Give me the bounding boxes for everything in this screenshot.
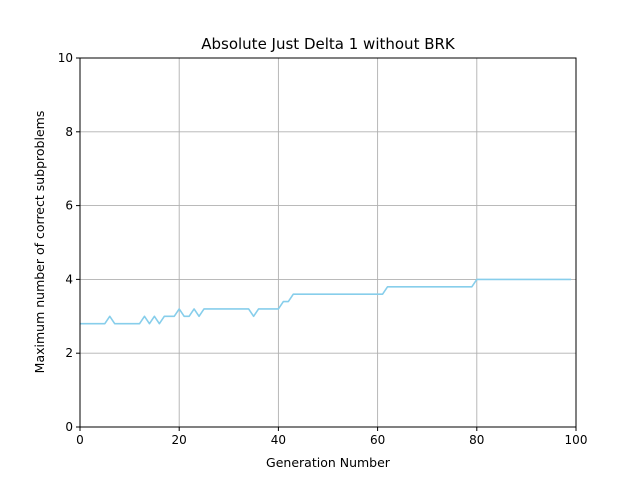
x-tick-label: 20	[172, 433, 187, 447]
chart-title: Absolute Just Delta 1 without BRK	[201, 35, 456, 53]
x-axis-label: Generation Number	[266, 455, 391, 470]
y-tick-label: 10	[58, 51, 73, 65]
y-tick-label: 4	[65, 272, 73, 286]
y-axis-label: Maximum number of correct subproblems	[32, 111, 47, 374]
y-tick-label: 2	[65, 346, 73, 360]
y-tick-label: 6	[65, 199, 73, 213]
x-tick-label: 60	[370, 433, 385, 447]
ticks: 0 20 40 60 80 100 0 2 4 6 8 10	[58, 51, 588, 447]
grid	[79, 57, 577, 428]
x-tick-label: 40	[271, 433, 286, 447]
y-tick-label: 0	[65, 420, 73, 434]
series-layer	[80, 278, 572, 325]
x-tick-label: 100	[565, 433, 588, 447]
series-line	[80, 278, 572, 325]
plot-frame	[79, 57, 577, 428]
x-tick-label: 80	[469, 433, 484, 447]
x-tick-label: 0	[76, 433, 84, 447]
y-tick-label: 8	[65, 125, 73, 139]
